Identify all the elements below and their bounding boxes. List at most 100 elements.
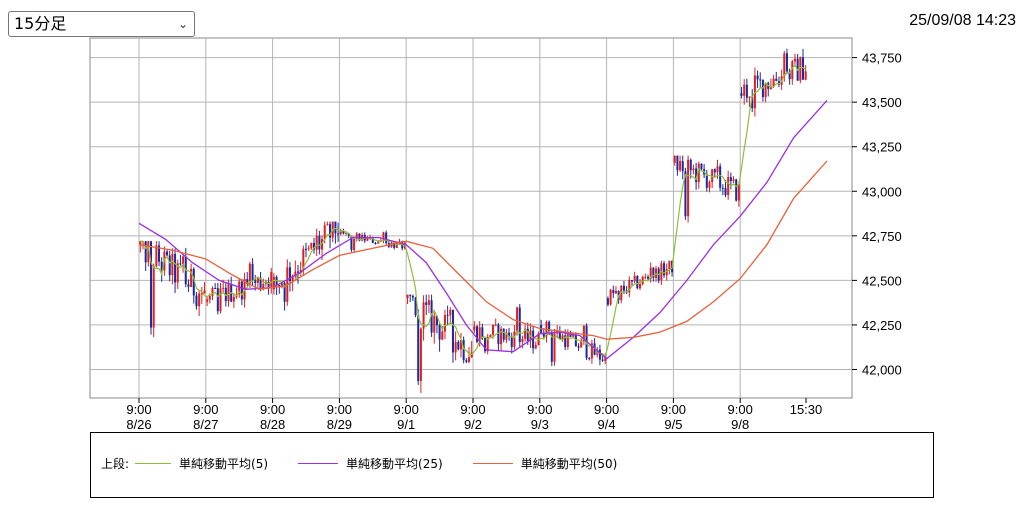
candle-body xyxy=(550,332,553,362)
candle-body xyxy=(182,256,185,265)
candle-body xyxy=(564,335,567,347)
candle-body xyxy=(647,276,650,279)
x-tick-date: 8/26 xyxy=(126,417,151,430)
candle-body xyxy=(681,161,684,172)
candle-body xyxy=(663,263,666,276)
legend-swatch-ma5 xyxy=(135,463,172,464)
candle-body xyxy=(342,230,345,234)
candle-body xyxy=(283,282,286,302)
candle-body xyxy=(751,96,754,109)
candle-body xyxy=(711,169,714,183)
candle-body xyxy=(227,284,230,302)
candle-body xyxy=(801,57,805,80)
candle-body xyxy=(150,241,153,328)
candle-body xyxy=(516,307,519,332)
candle-body xyxy=(155,245,158,267)
candle-body xyxy=(791,61,794,80)
candle-body xyxy=(422,302,425,329)
candle-body xyxy=(158,245,161,262)
candle-body xyxy=(345,233,348,235)
candle-body xyxy=(211,288,214,296)
candle-body xyxy=(166,251,169,256)
candle-body xyxy=(719,166,722,188)
candle-body xyxy=(216,288,219,312)
candle-body xyxy=(793,58,796,62)
candle-body xyxy=(721,187,724,189)
candle-body xyxy=(497,324,500,345)
grid xyxy=(90,38,852,398)
candle-body xyxy=(374,242,377,244)
candle-body xyxy=(590,343,593,359)
candle-body xyxy=(649,267,652,279)
candle-body xyxy=(748,96,751,98)
candle-body xyxy=(152,266,155,328)
candle-body xyxy=(558,330,561,340)
candle-body xyxy=(502,328,505,340)
candle-body xyxy=(473,326,476,331)
candle-body xyxy=(350,235,353,250)
candle-body xyxy=(783,53,786,77)
candle-body xyxy=(419,328,422,381)
candle-body xyxy=(804,71,807,80)
candle-body xyxy=(633,276,636,282)
legend-prefix: 上段: xyxy=(101,457,130,471)
candle-body xyxy=(735,179,738,201)
candle-body xyxy=(459,339,462,350)
candle-body xyxy=(769,86,772,89)
candle-body xyxy=(489,334,492,337)
candle-body xyxy=(144,241,147,263)
candle-body xyxy=(692,168,695,171)
candle-body xyxy=(377,241,380,244)
candle-body xyxy=(753,75,756,109)
x-tick-time: 9:00 xyxy=(661,402,686,417)
candle-body xyxy=(799,57,802,81)
candle-body xyxy=(326,224,329,226)
candle-body xyxy=(462,339,465,361)
candle-body xyxy=(665,268,668,276)
y-tick-label: 42,750 xyxy=(862,229,902,244)
candle-body xyxy=(272,276,275,290)
candle-body xyxy=(280,282,283,287)
candle-body xyxy=(636,276,639,289)
candle-body xyxy=(430,300,433,333)
x-tick-time: 9:00 xyxy=(260,402,285,417)
candle-body xyxy=(323,225,326,239)
y-tick-label: 43,750 xyxy=(862,51,902,66)
candle-body xyxy=(572,334,575,337)
candle-body xyxy=(406,294,409,299)
candle-body xyxy=(598,349,601,360)
candle-body xyxy=(433,315,436,333)
candle-body xyxy=(427,300,430,305)
candle-body xyxy=(206,299,209,302)
candle-body xyxy=(270,272,273,287)
candle-body xyxy=(339,230,342,235)
plot-area xyxy=(89,37,853,399)
candle-body xyxy=(446,315,449,317)
candle-body xyxy=(398,241,401,243)
candle-body xyxy=(737,183,740,201)
candle-body xyxy=(532,330,535,349)
candle-body xyxy=(302,248,305,270)
period-select[interactable]: 15分足 ⌄ xyxy=(8,11,195,37)
candle-body xyxy=(262,284,265,288)
candle-body xyxy=(224,287,227,302)
x-tick-time: 9:00 xyxy=(327,402,352,417)
candle-body xyxy=(219,288,222,312)
y-tick-label: 43,000 xyxy=(862,184,902,199)
candle-body xyxy=(588,357,591,359)
x-tick-date: 9/8 xyxy=(731,417,749,430)
candle-body xyxy=(508,332,511,337)
candle-body xyxy=(203,290,206,294)
candle-body xyxy=(254,280,257,284)
candle-body xyxy=(267,281,270,287)
candle-body xyxy=(198,293,201,307)
y-tick-label: 42,500 xyxy=(862,273,902,288)
candle-body xyxy=(411,295,414,298)
candle-body xyxy=(652,267,655,278)
legend-swatch-ma25 xyxy=(298,463,339,464)
candle-body xyxy=(417,315,420,381)
candle-body xyxy=(743,84,746,96)
candle-body xyxy=(251,263,254,281)
candle-body xyxy=(505,332,508,340)
candle-body xyxy=(708,182,711,188)
